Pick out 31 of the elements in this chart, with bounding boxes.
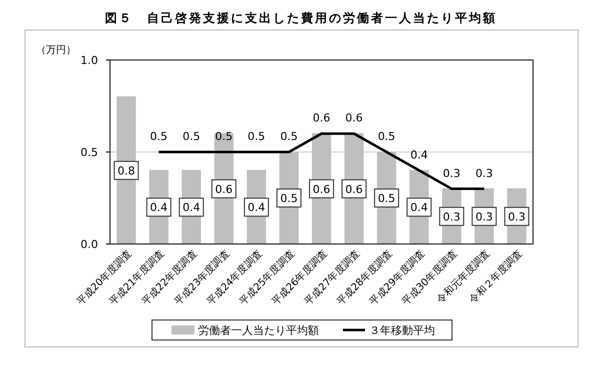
data-label: 0.4 xyxy=(410,201,428,214)
data-label: 0.5 xyxy=(378,192,396,205)
data-label: 0.3 xyxy=(442,166,460,180)
data-label: 0.5 xyxy=(280,130,298,143)
data-label: 0.4 xyxy=(150,201,168,214)
data-label: 0.3 xyxy=(442,210,460,224)
data-label: 0.6 xyxy=(215,182,233,196)
data-label: 0.6 xyxy=(312,112,330,125)
data-label: 0.6 xyxy=(345,112,363,125)
data-label: 0.3 xyxy=(508,210,526,224)
data-label: 0.4 xyxy=(182,201,200,214)
data-label: 0.3 xyxy=(475,166,493,180)
data-label: 0.4 xyxy=(248,201,266,214)
y-tick-label: 0.5 xyxy=(80,146,98,159)
data-label: 0.5 xyxy=(248,130,266,143)
legend-label: 労働者一人当たり平均額 xyxy=(198,324,319,337)
chart-title: 図５ 自己啓発支援に支出した費用の労働者一人当たり平均額 xyxy=(105,11,497,25)
y-tick-label: 1.0 xyxy=(80,54,98,67)
y-tick-label: 0.0 xyxy=(80,238,98,251)
data-label: 0.5 xyxy=(150,130,168,143)
data-label: 0.5 xyxy=(182,130,200,143)
data-label: 0.5 xyxy=(280,192,298,205)
data-label: 0.4 xyxy=(410,148,428,162)
data-label: 0.5 xyxy=(215,130,233,143)
data-label: 0.5 xyxy=(378,130,396,143)
data-label: 0.6 xyxy=(312,182,330,196)
data-label: 0.8 xyxy=(118,164,136,178)
data-label: 0.6 xyxy=(345,182,363,196)
data-label: 0.3 xyxy=(475,210,493,224)
legend-label: ３年移動平均 xyxy=(369,324,435,337)
y-axis-title: （万円） xyxy=(36,45,76,56)
